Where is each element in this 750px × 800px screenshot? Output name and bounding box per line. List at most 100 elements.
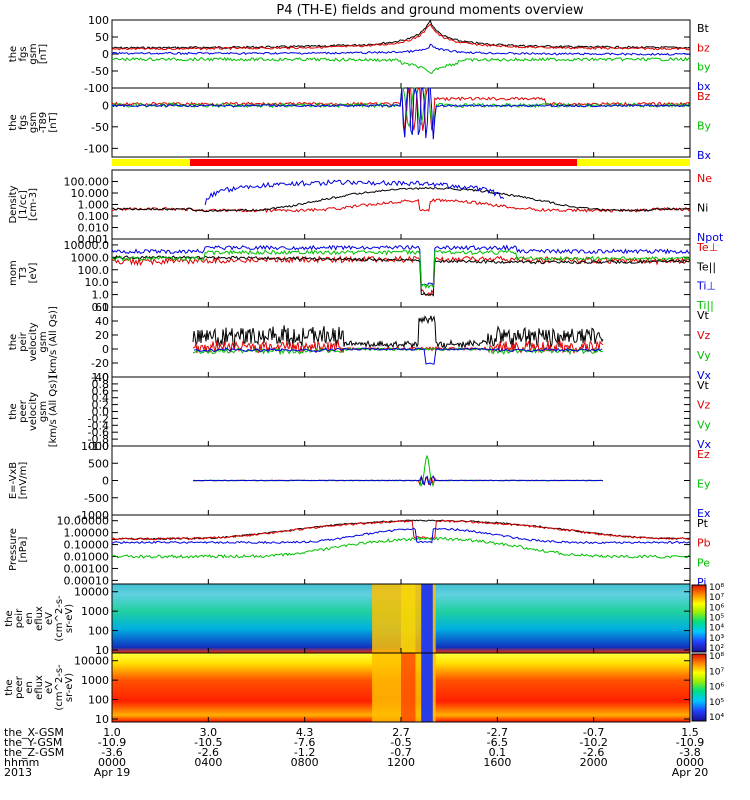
y-tick-label: 100: [88, 14, 109, 27]
footer-value: 2000: [580, 756, 608, 769]
legend-entry: Ti||: [696, 299, 714, 312]
y-axis-label: -T89: [38, 112, 49, 134]
y-tick-label: -40: [91, 371, 109, 384]
panel-2: 0 -50 -100 the fgs gsm -T89 [nT] Bz By Bx: [8, 86, 712, 162]
footer-value: -10.9: [676, 736, 704, 749]
y-axis-label: T3: [18, 267, 29, 280]
footer-value: 1600: [483, 756, 511, 769]
legend-entry: Vt: [697, 379, 710, 392]
y-tick-label: -0.8: [88, 433, 109, 446]
y-tick-label: 1000: [81, 674, 109, 687]
spectrogram-side-band: [401, 653, 416, 722]
footer-value: 1200: [387, 756, 415, 769]
series-line-Pe: [111, 536, 691, 559]
series-line-Pi: [111, 527, 691, 545]
panel-frame: [111, 306, 691, 378]
series-line-Te||: [111, 255, 691, 297]
y-tick-label: 10.0: [85, 276, 110, 289]
legend-entry: Te⊥: [696, 241, 718, 254]
legend-entry: Pt: [697, 517, 709, 530]
y-axis-label: [eV]: [28, 263, 39, 284]
legend-entry: Npot: [697, 231, 724, 244]
y-axis-label: the: [8, 403, 19, 419]
y-axis-label: peer: [14, 675, 25, 699]
y-axis-label: peir: [18, 331, 29, 351]
y-tick-label: 0.0: [92, 406, 110, 419]
legend-entry: bz: [697, 41, 710, 54]
y-tick-label: -100: [84, 82, 109, 95]
y-tick-label: 40: [95, 315, 109, 328]
series-line-Ey: [192, 454, 604, 488]
y-axis-label: peir: [14, 608, 25, 628]
spectrogram-core-band: [421, 584, 433, 653]
region-bar: [112, 159, 690, 166]
y-tick-label: 0: [102, 343, 109, 356]
y-axis-label: the: [8, 114, 19, 130]
spectrogram-side-band: [401, 584, 416, 653]
y-axis-label: [cm-3]: [28, 188, 39, 221]
legend-entry: Vy: [697, 418, 711, 431]
legend-entry: By: [697, 120, 712, 133]
footer-value: -3.8: [679, 746, 700, 759]
y-tick-label: 0.4: [92, 392, 110, 405]
y-tick-label: 60: [95, 301, 109, 314]
y-tick-label: 0.100: [78, 210, 110, 223]
y-axis-label: [nPa]: [18, 536, 29, 562]
y-axis-label: [nT]: [38, 44, 49, 64]
legend-entry: Ti⊥: [696, 280, 716, 293]
footer-row-label: 2013: [4, 766, 32, 779]
y-tick-label: 10: [95, 644, 109, 657]
y-tick-label: 1.000: [78, 199, 110, 212]
y-tick-label: 10: [95, 713, 109, 726]
colorbar-label: 10⁵: [709, 698, 724, 708]
footer-value: 2.7: [392, 726, 410, 739]
panel-4: 10000.01000.0100.010.01.00.1 mom T3 [eV] Te⊥…: [8, 238, 718, 314]
legend-entry: Pe: [697, 556, 710, 569]
colorbar-label: 10⁷: [709, 593, 724, 603]
footer-value: Apr 19: [94, 766, 131, 779]
y-tick-label: -0.2: [88, 412, 109, 425]
footer-value: -10.9: [98, 736, 126, 749]
colorbar-label: 10⁴: [709, 713, 724, 723]
footer-value: -7.6: [294, 736, 315, 749]
series-line-Pb: [111, 519, 691, 541]
panel-6: 1.00.80.60.40.20.0-0.2-0.4-0.6-0.8-1.0 th…: [8, 371, 712, 453]
region-bar-inside: [190, 159, 577, 166]
footer-row-label: the_X-GSM: [4, 726, 64, 739]
legend-entry: Bz: [697, 90, 711, 103]
legend-entry: Pi: [697, 576, 706, 589]
series-line-Vx: [193, 347, 603, 365]
y-axis-label: en: [24, 681, 35, 694]
spectrogram-core-band: [421, 653, 433, 722]
y-tick-label: 0.001: [78, 233, 110, 246]
y-axis-label: (cm^2-s-: [54, 664, 65, 711]
y-axis-label: Pressure: [8, 528, 19, 571]
y-axis-label: Density: [8, 185, 19, 223]
y-tick-label: -50: [91, 65, 109, 78]
y-tick-label: -1000: [77, 509, 109, 522]
y-tick-label: 10000: [74, 655, 109, 668]
series-line-bz: [111, 23, 691, 51]
footer-value: 3.0: [200, 726, 218, 739]
y-axis-label: the: [4, 610, 15, 626]
y-tick-label: 10.000: [71, 187, 110, 200]
footer-value: 0800: [291, 756, 319, 769]
series-line-bx: [111, 43, 691, 56]
series-line-Pt: [111, 519, 691, 541]
legend-entry: by: [697, 61, 711, 74]
y-axis-label: eflux: [34, 675, 45, 700]
footer-value: -0.7: [390, 746, 411, 759]
legend-entry: Vy: [697, 349, 711, 362]
y-tick-label: 100.0: [78, 264, 110, 277]
y-tick-label: -0.6: [88, 426, 109, 439]
y-tick-label: 0.010: [78, 222, 110, 235]
footer-value: -2.6: [198, 746, 219, 759]
footer-value: -6.5: [487, 736, 508, 749]
y-tick-label: 0: [102, 475, 109, 488]
y-tick-label: 100.000: [64, 176, 110, 189]
y-tick-label: -500: [84, 492, 109, 505]
